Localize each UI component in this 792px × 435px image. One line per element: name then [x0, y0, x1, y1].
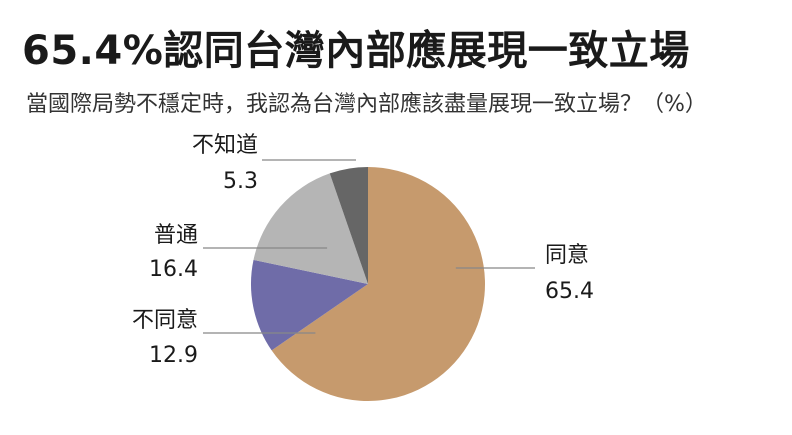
slice-value-3: 16.4 — [149, 257, 198, 282]
slice-value-4: 5.3 — [223, 169, 258, 194]
pie-slice-4 — [329, 167, 368, 284]
pie-slice-1 — [271, 167, 486, 401]
pie-slice-2 — [251, 259, 368, 351]
slice-value-1: 65.4 — [545, 279, 594, 304]
slice-label-2: 不同意 — [132, 308, 198, 333]
chart-subtitle: 當國際局勢不穩定時，我認為台灣內部應該盡量展現一致立場？（%） — [26, 92, 707, 117]
slice-label-1: 同意 — [545, 243, 589, 268]
slice-label-4: 不知道 — [192, 133, 258, 158]
slice-label-3: 普通 — [154, 223, 198, 248]
slice-value-2: 12.9 — [149, 343, 198, 368]
pie-slice-3 — [253, 173, 368, 284]
chart-title: 65.4%認同台灣內部應展現一致立場 — [22, 28, 690, 74]
